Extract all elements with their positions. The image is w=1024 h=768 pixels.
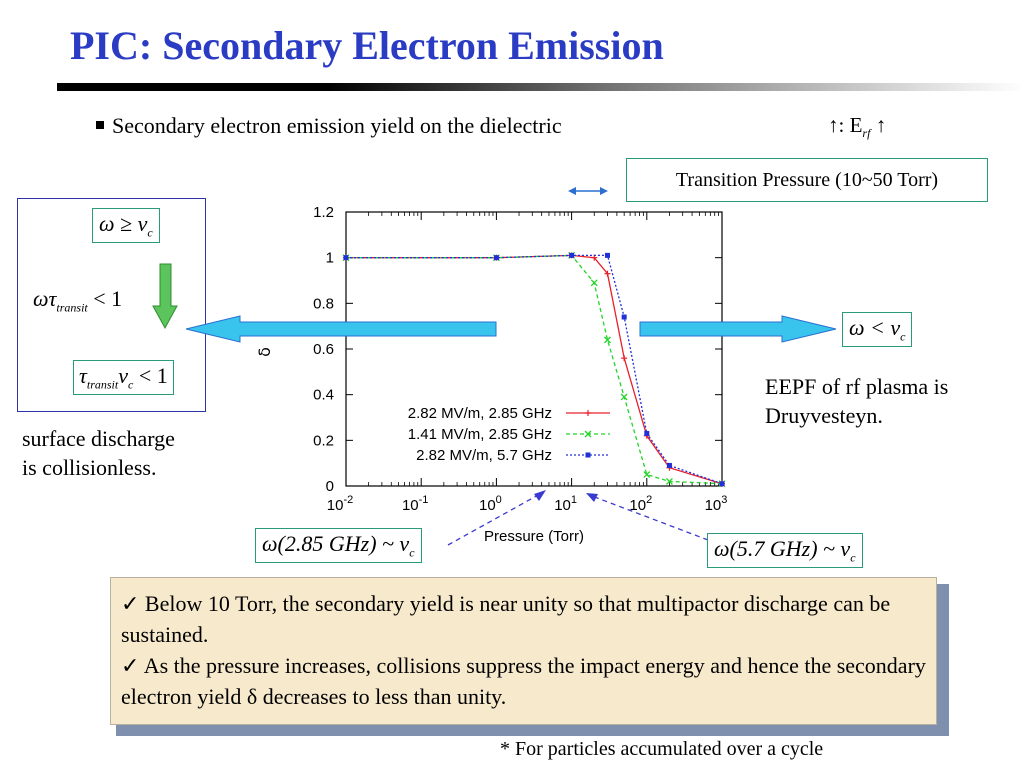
- series-1-point: [604, 270, 611, 277]
- omega-tau-text: ωτ: [33, 286, 57, 311]
- square-bullet-icon: [96, 120, 104, 129]
- legend-label-1: 2.82 MV/m, 2.85 GHz: [408, 405, 552, 422]
- x-tick-label: 10-1: [402, 494, 428, 514]
- left-pointing-arrow-icon: [185, 315, 497, 343]
- tick-layer: 0 0.2 0.4 0.6 0.8 1 1.2 10-2 10-1 100 101 102 103: [313, 204, 727, 514]
- series-3-point: [569, 252, 575, 258]
- y-tick-label: 0: [326, 478, 334, 495]
- y-tick-label: 0.6: [313, 341, 334, 358]
- y-tick-label: 0.8: [313, 295, 334, 312]
- nu-text: ν: [118, 363, 128, 388]
- surface-discharge-text: surface discharge is collisionless.: [22, 424, 175, 482]
- tau-nu-box: τtransitνc < 1: [73, 360, 174, 396]
- omega-57-box: ω(5.7 GHz) ~ νc: [707, 533, 863, 569]
- nu-sub: c: [127, 377, 134, 392]
- omega-tau-rhs: < 1: [87, 286, 123, 311]
- x-tick-label: 101: [554, 494, 577, 514]
- surface-text-line-2: is collisionless.: [22, 455, 157, 480]
- series-3-point: [644, 430, 650, 436]
- surface-text-line-1: surface discharge: [22, 426, 175, 451]
- erf-prefix: ↑: E: [828, 113, 863, 137]
- y-tick-label: 1.2: [313, 204, 334, 221]
- series-2-point: [665, 477, 673, 485]
- series-3-point: [666, 462, 672, 468]
- bullet-text: Secondary electron emission yield on the…: [112, 113, 562, 138]
- omega-lt-nu-sub: c: [900, 329, 906, 344]
- y-axis-label: δ: [255, 347, 274, 357]
- dashed-pointer-left: [447, 490, 546, 546]
- tau-nu-rhs: < 1: [133, 363, 168, 388]
- legend: 2.82 MV/m, 2.85 GHz 1.41 MV/m, 2.85 GHz 2.…: [408, 405, 610, 464]
- eepf-text: EEPF of rf plasma is Druyvesteyn.: [765, 372, 948, 430]
- omega-285-sub: c: [409, 545, 415, 560]
- legend-label-3: 2.82 MV/m, 5.7 GHz: [416, 447, 552, 464]
- omega-57-text: ω(5.7 GHz) ~ ν: [714, 536, 851, 561]
- omega-285-box: ω(2.85 GHz) ~ νc: [255, 528, 422, 564]
- series-3-point: [493, 255, 499, 261]
- legend-marker-2: [584, 430, 592, 438]
- y-tick-label: 0.2: [313, 432, 334, 449]
- series-2-point: [604, 336, 611, 344]
- summary-point-1: ✓ Below 10 Torr, the secondary yield is …: [121, 591, 891, 647]
- legend-marker-1: [585, 410, 591, 416]
- legend-marker-3: [585, 452, 591, 458]
- omega-57-sub: c: [850, 550, 856, 565]
- series-2-point: [590, 279, 598, 287]
- transition-pressure-box: Transition Pressure (10~50 Torr): [626, 158, 988, 202]
- x-tick-label: 102: [629, 494, 652, 514]
- omega-tau-condition: ωτtransit < 1: [33, 286, 122, 315]
- omega-lt-nu-text: ω < ν: [849, 315, 901, 340]
- summary-point-2: ✓ As the pressure increases, collisions …: [121, 653, 926, 709]
- slide-title: PIC: Secondary Electron Emission: [70, 23, 664, 68]
- y-tick-label: 1: [326, 250, 334, 267]
- omega-285-text: ω(2.85 GHz) ~ ν: [262, 531, 410, 556]
- x-tick-label: 100: [479, 494, 502, 514]
- left-panel-frame: [17, 198, 206, 412]
- omega-ge-nu-box: ω ≥ νc: [92, 208, 160, 244]
- erf-suffix: ↑: [870, 113, 887, 137]
- bullet-line: Secondary electron emission yield on the…: [96, 113, 562, 139]
- omega-lt-nu-box: ω < νc: [842, 312, 913, 348]
- right-pointing-arrow-icon: [639, 315, 837, 343]
- eepf-text-line-2: Druyvesteyn.: [765, 403, 883, 428]
- series-line-2: [346, 254, 723, 485]
- erf-sub: rf: [862, 126, 871, 141]
- eepf-text-line-1: EEPF of rf plasma is: [765, 374, 949, 399]
- plot-frame: [345, 211, 723, 487]
- green-down-arrow-icon: [152, 263, 178, 330]
- x-axis-label: Pressure (Torr): [484, 528, 584, 545]
- dashed-pointer-right: [586, 493, 709, 541]
- x-tick-label: 103: [705, 494, 728, 514]
- y-tick-label: 0.4: [313, 387, 334, 404]
- series-line-3: [346, 254, 723, 485]
- series-3-point: [719, 481, 725, 487]
- omega-ge-nu-sub: c: [147, 225, 153, 240]
- series-3-point: [621, 314, 627, 320]
- series-1-point: [621, 355, 628, 362]
- omega-ge-nu-text: ω ≥ ν: [99, 211, 148, 236]
- legend-label-2: 1.41 MV/m, 2.85 GHz: [408, 426, 552, 443]
- tau-text: τ: [79, 363, 87, 388]
- series-2-point: [643, 471, 651, 479]
- chart-plot-area: 0 0.2 0.4 0.6 0.8 1 1.2 10-2 10-1 100 101 102 103 2.…: [255, 204, 727, 545]
- small-double-arrow-icon: [568, 187, 608, 195]
- x-tick-label: 10-2: [327, 494, 353, 514]
- series-2-point: [620, 393, 628, 401]
- omega-tau-sub: transit: [56, 300, 88, 315]
- series-3-point: [343, 255, 349, 261]
- summary-box: ✓ Below 10 Torr, the secondary yield is …: [110, 577, 937, 725]
- erf-note: ↑: Erf ↑: [828, 113, 886, 141]
- series-layer: [342, 251, 726, 488]
- series-3-point: [604, 252, 610, 258]
- title-divider: [57, 83, 1024, 91]
- footnote: * For particles accumulated over a cycle: [500, 738, 824, 760]
- tau-sub: transit: [86, 377, 119, 392]
